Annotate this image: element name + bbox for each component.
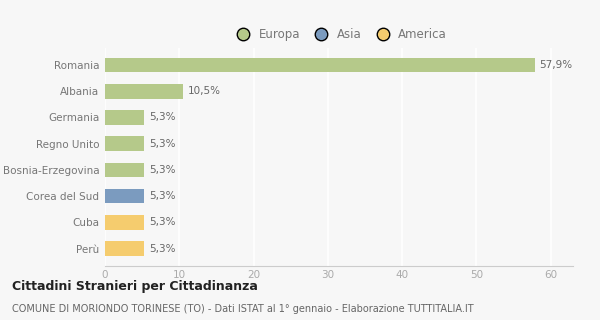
Text: 5,3%: 5,3%: [149, 165, 175, 175]
Text: Cittadini Stranieri per Cittadinanza: Cittadini Stranieri per Cittadinanza: [12, 280, 258, 292]
Text: 5,3%: 5,3%: [149, 191, 175, 201]
Text: COMUNE DI MORIONDO TORINESE (TO) - Dati ISTAT al 1° gennaio - Elaborazione TUTTI: COMUNE DI MORIONDO TORINESE (TO) - Dati …: [12, 304, 473, 314]
Bar: [105, 58, 535, 72]
Bar: [105, 215, 145, 229]
Text: 10,5%: 10,5%: [187, 86, 220, 96]
Bar: [105, 189, 145, 203]
Text: 5,3%: 5,3%: [149, 139, 175, 149]
Bar: [105, 110, 145, 125]
Bar: [105, 241, 145, 256]
Legend: Europa, Asia, America: Europa, Asia, America: [227, 23, 451, 46]
Text: 5,3%: 5,3%: [149, 113, 175, 123]
Bar: [105, 137, 145, 151]
Text: 5,3%: 5,3%: [149, 217, 175, 227]
Bar: [105, 163, 145, 177]
Bar: [105, 84, 183, 99]
Text: 5,3%: 5,3%: [149, 244, 175, 253]
Text: 57,9%: 57,9%: [539, 60, 572, 70]
